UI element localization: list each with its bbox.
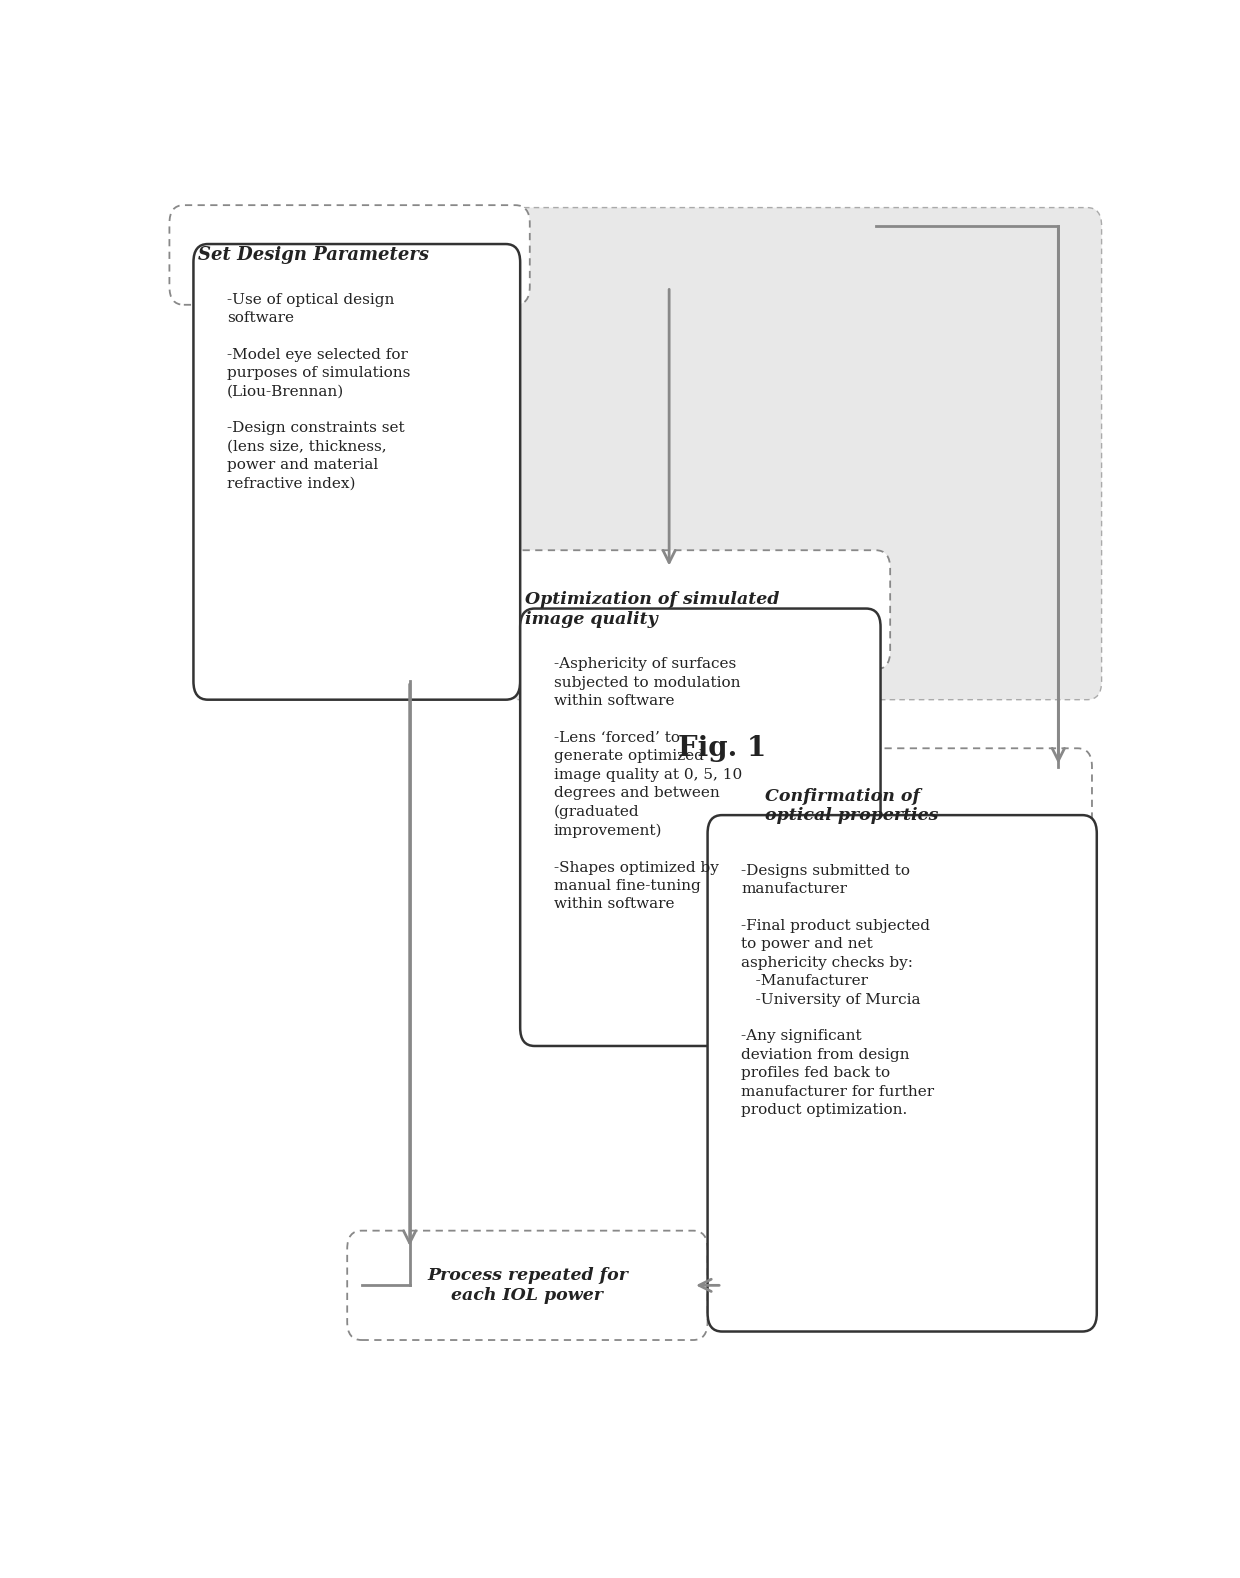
FancyBboxPatch shape <box>521 609 880 1046</box>
Text: Optimization of simulated
image quality: Optimization of simulated image quality <box>525 592 780 628</box>
Text: Fig. 1: Fig. 1 <box>678 735 766 762</box>
FancyBboxPatch shape <box>737 748 1092 863</box>
FancyBboxPatch shape <box>708 816 1096 1332</box>
FancyBboxPatch shape <box>506 208 1101 699</box>
FancyBboxPatch shape <box>496 551 890 669</box>
FancyBboxPatch shape <box>193 245 521 699</box>
Text: -Designs submitted to
manufacturer

-Final product subjected
to power and net
as: -Designs submitted to manufacturer -Fina… <box>742 863 934 1117</box>
Text: Set Design Parameters: Set Design Parameters <box>198 246 429 264</box>
FancyBboxPatch shape <box>347 1231 708 1340</box>
FancyBboxPatch shape <box>170 205 529 305</box>
Text: Confirmation of
optical properties: Confirmation of optical properties <box>765 787 939 824</box>
Text: -Asphericity of surfaces
subjected to modulation
within software

-Lens ‘forced’: -Asphericity of surfaces subjected to mo… <box>554 656 742 912</box>
Text: Process repeated for
each IOL power: Process repeated for each IOL power <box>427 1267 627 1303</box>
Text: -Use of optical design
software

-Model eye selected for
purposes of simulations: -Use of optical design software -Model e… <box>227 292 410 491</box>
